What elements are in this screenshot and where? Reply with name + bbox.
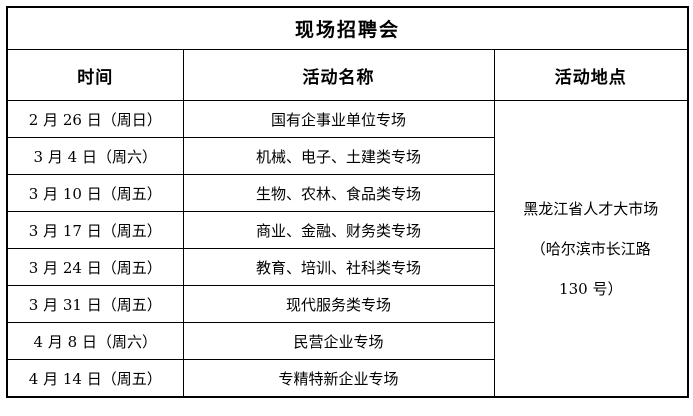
table-row: 4 月 14 日（周五） 专精特新企业专场 <box>6 359 688 398</box>
column-header-event-location: 活动地点 <box>493 49 689 101</box>
table-row: 3 月 10 日（周五） 生物、农林、食品类专场 <box>6 174 688 212</box>
time-cell: 3 月 24 日（周五） <box>6 248 184 286</box>
time-cell: 4 月 14 日（周五） <box>6 359 184 398</box>
time-cell: 3 月 4 日（周六） <box>6 137 184 175</box>
header-row: 时间 活动名称 活动地点 <box>6 49 689 101</box>
table-title: 现场招聘会 <box>6 6 689 50</box>
table-row: 4 月 8 日（周六） 民营企业专场 <box>6 322 688 360</box>
event-cell: 机械、电子、土建类专场 <box>182 137 495 175</box>
time-cell: 2 月 26 日（周日） <box>6 100 184 138</box>
table-row: 3 月 24 日（周五） 教育、培训、社科类专场 <box>6 248 688 286</box>
table-row: 3 月 17 日（周五） 商业、金融、财务类专场 <box>6 211 688 249</box>
column-header-event-name: 活动名称 <box>182 49 495 101</box>
time-cell: 3 月 10 日（周五） <box>6 174 184 212</box>
title-row: 现场招聘会 <box>6 6 689 50</box>
column-header-time: 时间 <box>6 49 184 101</box>
table-row: 3 月 31 日（周五） 现代服务类专场 <box>6 285 688 323</box>
table-row: 3 月 4 日（周六） 机械、电子、土建类专场 <box>6 137 688 175</box>
event-cell: 专精特新企业专场 <box>182 359 495 398</box>
event-cell: 商业、金融、财务类专场 <box>182 211 495 249</box>
event-cell: 教育、培训、社科类专场 <box>182 248 495 286</box>
location-cell: 黑龙江省人才大市场 （哈尔滨市长江路 130 号） <box>493 100 689 398</box>
event-cell: 国有企事业单位专场 <box>182 100 495 138</box>
time-cell: 3 月 17 日（周五） <box>6 211 184 249</box>
location-line-2: （哈尔滨市长江路 <box>530 239 651 258</box>
event-cell: 生物、农林、食品类专场 <box>182 174 495 212</box>
event-cell: 现代服务类专场 <box>182 285 495 323</box>
time-cell: 4 月 8 日（周六） <box>6 322 184 360</box>
location-line-3: 130 号） <box>559 279 623 298</box>
event-cell: 民营企业专场 <box>182 322 495 360</box>
job-fair-schedule-table: 现场招聘会 时间 活动名称 活动地点 2 月 26 日（周日） 国有企事业单位专… <box>6 6 690 398</box>
location-line-1: 黑龙江省人才大市场 <box>523 199 659 218</box>
time-cell: 3 月 31 日（周五） <box>6 285 184 323</box>
table-row: 2 月 26 日（周日） 国有企事业单位专场 黑龙江省人才大市场 （哈尔滨市长江… <box>6 100 689 398</box>
